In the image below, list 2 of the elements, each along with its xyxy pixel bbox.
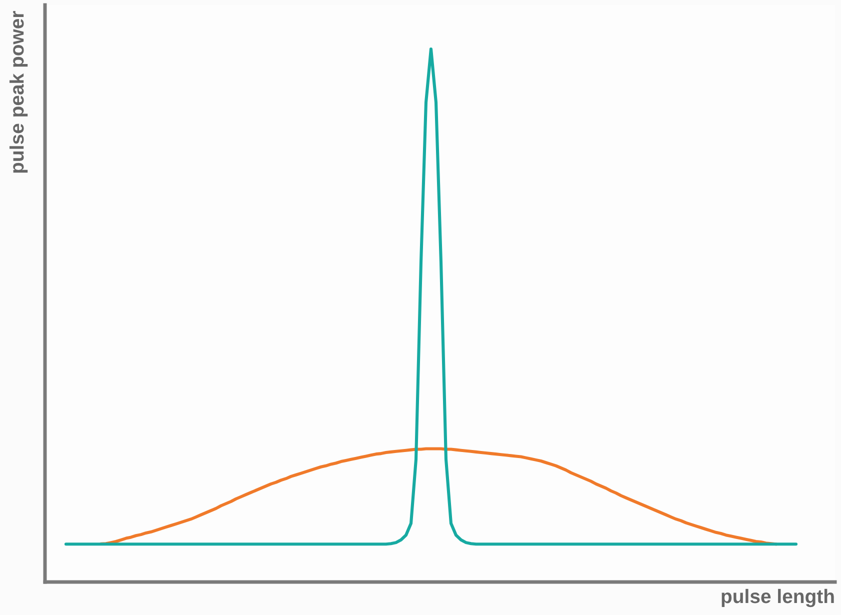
y-axis-title: pulse peak power <box>9 11 28 173</box>
x-axis-title: pulse length <box>722 588 834 608</box>
